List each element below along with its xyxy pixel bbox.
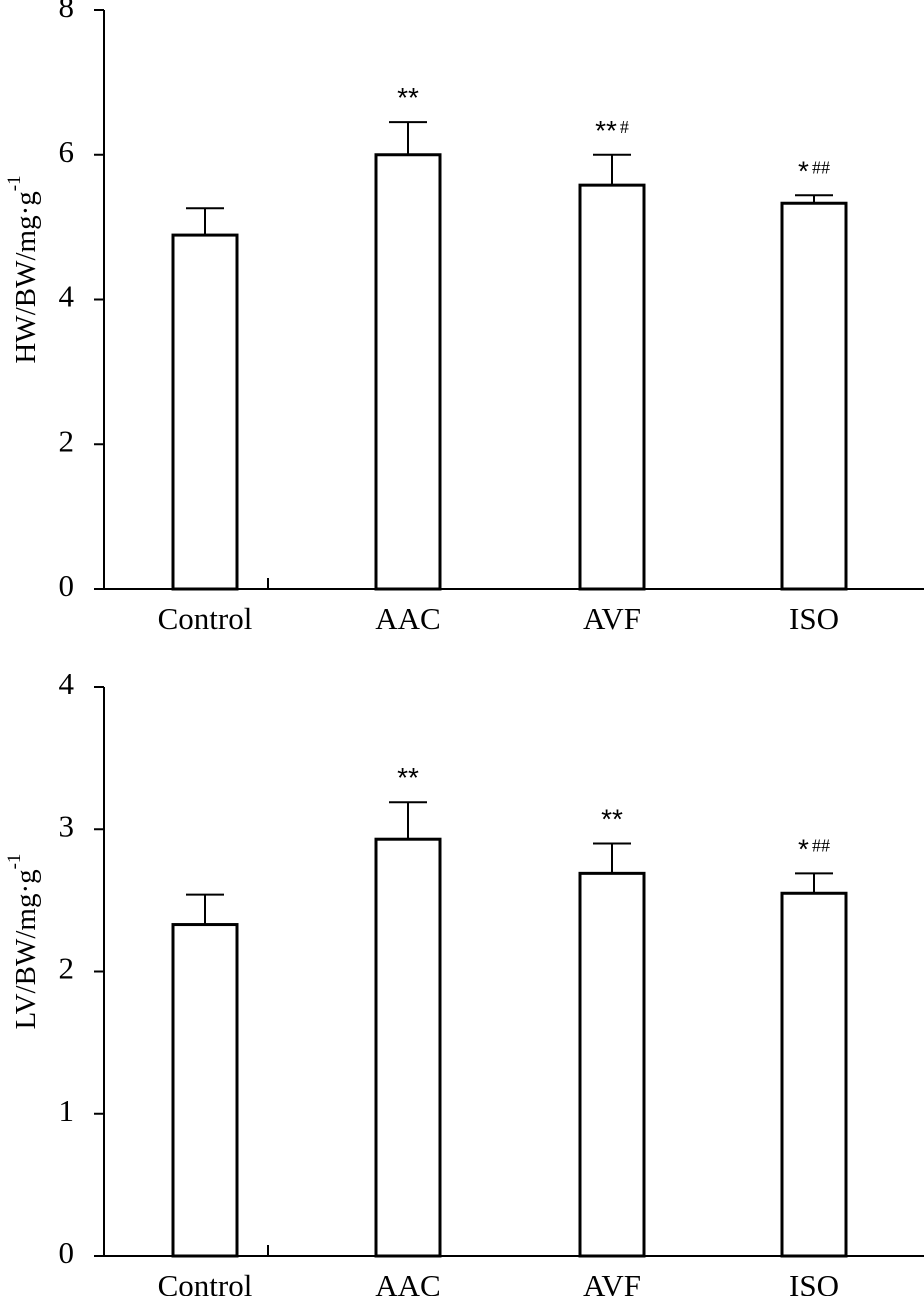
y-axis-label: LV/BW/mg·g-1 (4, 854, 41, 1030)
bar (374, 837, 442, 1258)
y-tick-label: 0 (59, 568, 75, 603)
significance-mark: * ## (798, 156, 830, 187)
y-axis-label: HW/BW/mg·g-1 (4, 175, 41, 363)
y-tick-label: 4 (59, 279, 75, 314)
bar (374, 153, 442, 591)
y-tick-label: 8 (59, 0, 75, 24)
y-axis-label-text: HW/BW/mg·g (10, 191, 42, 363)
y-tick-label: 2 (59, 423, 75, 458)
significance-mark: * ## (798, 834, 830, 865)
x-tick-label: Control (158, 601, 253, 636)
x-tick-label: ISO (789, 601, 839, 636)
significance-hashes: # (620, 117, 629, 137)
bar (780, 891, 848, 1258)
x-tick-label: AVF (583, 601, 641, 636)
significance-stars: ** (397, 83, 419, 114)
significance-stars: ** (397, 763, 419, 794)
significance-hashes: ## (812, 157, 830, 177)
significance-mark: ** (397, 763, 419, 794)
bar (578, 871, 646, 1258)
significance-mark: ** (397, 83, 419, 114)
x-tick-label: ISO (789, 1268, 839, 1296)
significance-hashes: ## (812, 835, 830, 855)
x-tick-label: Control (158, 1268, 253, 1296)
bar (780, 201, 848, 591)
y-tick-label: 0 (59, 1235, 75, 1270)
chart-panel: 0 1 2 3 4 LV/BW/mg·g-1 Control AAC ** AVF ** ISO * ## (4, 666, 924, 1296)
significance-stars: ** (601, 804, 623, 835)
y-axis-label-sup: -1 (4, 175, 25, 191)
y-tick-label: 1 (59, 1093, 75, 1128)
y-tick-label: 4 (59, 666, 75, 701)
bar (171, 233, 239, 591)
significance-stars: ** (595, 115, 617, 146)
y-tick-label: 6 (59, 134, 75, 169)
significance-mark: ** # (595, 115, 629, 146)
bar (578, 183, 646, 591)
significance-mark: ** (601, 804, 623, 835)
y-axis-label-text: LV/BW/mg·g (10, 869, 42, 1029)
bar (171, 923, 239, 1258)
y-tick-label: 3 (59, 808, 75, 843)
x-tick-label: AAC (375, 601, 440, 636)
x-tick-label: AAC (375, 1268, 440, 1296)
significance-stars: * (798, 156, 809, 187)
y-axis-label-sup: -1 (4, 854, 25, 870)
significance-stars: * (798, 834, 809, 865)
x-tick-label: AVF (583, 1268, 641, 1296)
y-tick-label: 2 (59, 951, 75, 986)
